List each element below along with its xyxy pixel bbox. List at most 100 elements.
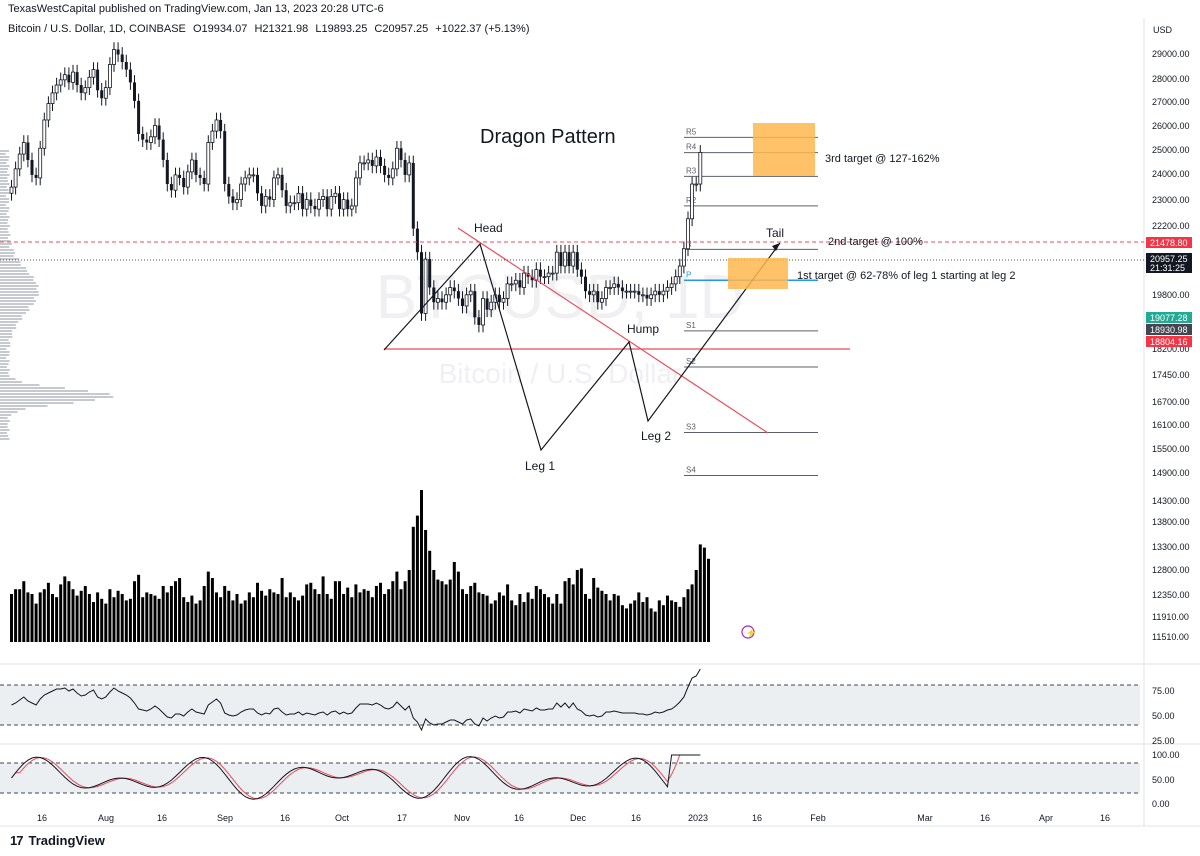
volume-profile-bar xyxy=(0,342,11,344)
label-leg-1: Leg 1 xyxy=(525,459,555,473)
volume-bar xyxy=(567,578,571,642)
volume-bar xyxy=(182,597,186,642)
volume-bar xyxy=(506,584,510,642)
candle-up xyxy=(362,162,367,165)
volume-profile-bar xyxy=(0,237,8,239)
candle-up xyxy=(632,290,637,293)
candle-down xyxy=(227,184,231,197)
candle-up xyxy=(546,272,551,278)
volume-bar xyxy=(661,605,665,642)
volume-bar xyxy=(428,550,432,642)
candle-up xyxy=(690,183,694,220)
volume-bar xyxy=(432,570,436,642)
time-tick-label: Aug xyxy=(98,813,114,823)
pivot-label: S1 xyxy=(686,321,696,330)
volume-profile-bar xyxy=(0,201,9,203)
volume-profile-bar xyxy=(0,438,10,440)
volume-bar xyxy=(604,594,608,642)
candle-down xyxy=(538,269,542,277)
volume-profile-bar xyxy=(0,390,89,392)
volume-profile-bar xyxy=(0,243,12,245)
candle-down xyxy=(559,252,563,267)
candle-up xyxy=(435,298,440,303)
volume-profile-bar xyxy=(0,252,15,254)
candle-down xyxy=(325,196,329,210)
volume-bar xyxy=(407,570,411,642)
label-head: Head xyxy=(474,221,503,235)
candle-down xyxy=(588,291,592,295)
pivot-label: R3 xyxy=(686,166,697,175)
candle-up xyxy=(46,103,51,121)
candle-up xyxy=(42,119,47,149)
ohlc-low: L19893.25 xyxy=(315,23,368,35)
volume-bar xyxy=(399,589,403,642)
price-tick-label: 27000.00 xyxy=(1152,97,1190,107)
candle-up xyxy=(509,283,514,286)
volume-bar xyxy=(161,586,165,642)
candle-down xyxy=(100,90,104,99)
volume-bar xyxy=(411,526,415,642)
candle-down xyxy=(313,205,317,210)
candle-down xyxy=(30,159,34,175)
candle-down xyxy=(34,174,38,178)
price-tick-label: 13300.00 xyxy=(1152,542,1190,552)
candle-up xyxy=(665,287,670,292)
candle-up xyxy=(9,186,14,194)
candle-down xyxy=(485,298,489,310)
volume-profile-bar xyxy=(0,303,34,305)
volume-profile-bar xyxy=(0,432,7,434)
tradingview-brand[interactable]: 17 TradingView xyxy=(10,833,105,848)
volume-bar xyxy=(366,590,370,642)
volume-bar xyxy=(301,595,305,642)
volume-bar xyxy=(202,586,206,642)
volume-bar xyxy=(456,571,460,642)
time-tick-label: 16 xyxy=(514,813,524,823)
ohlc-high: H21321.98 xyxy=(254,23,309,35)
volume-bar xyxy=(71,589,75,642)
ohlc-change: +1022.37 (+5.13%) xyxy=(435,23,530,35)
volume-bar xyxy=(686,589,690,642)
candle-down xyxy=(75,72,79,86)
volume-profile-bar xyxy=(0,360,10,362)
volume-bar xyxy=(116,590,120,642)
volume-bar xyxy=(354,584,358,642)
volume-profile-bar xyxy=(0,366,7,368)
volume-profile-bar xyxy=(0,345,11,347)
candle-up xyxy=(71,71,75,83)
volume-bar xyxy=(370,597,374,642)
volume-profile-bar xyxy=(0,348,7,350)
volume-profile-bar xyxy=(0,324,16,326)
volume-profile-bar xyxy=(0,195,6,197)
volume-bar xyxy=(629,603,633,642)
volume-bar xyxy=(329,598,333,642)
candle-up xyxy=(554,251,559,274)
price-tick-label: 16100.00 xyxy=(1152,420,1190,430)
candle-down xyxy=(165,159,169,185)
symbol-legend: Bitcoin / U.S. Dollar, 1D, COINBASE O199… xyxy=(8,23,533,35)
symbol-name: Bitcoin / U.S. Dollar, 1D, COINBASE xyxy=(8,23,186,35)
candle-up xyxy=(54,84,59,94)
candles xyxy=(9,42,703,333)
volume-profile-bar xyxy=(0,183,10,185)
candle-up xyxy=(206,142,211,185)
volume-bar xyxy=(649,608,653,642)
time-tick-label: 17 xyxy=(397,813,407,823)
volume-profile-bar xyxy=(0,270,28,272)
volume-bar xyxy=(231,600,235,642)
volume-bar xyxy=(210,578,214,642)
ohlc-open: O19934.07 xyxy=(192,23,248,35)
candle-up xyxy=(189,159,194,173)
volume-profile-bar xyxy=(0,372,9,374)
volume-bar xyxy=(522,602,526,642)
price-badge xyxy=(1146,324,1192,335)
volume-profile-bar xyxy=(0,315,22,317)
candle-up xyxy=(407,162,412,176)
volume-bar xyxy=(436,579,440,642)
candle-up xyxy=(591,290,596,296)
volume-profile-bar xyxy=(0,264,21,266)
volume-bar xyxy=(555,594,559,642)
volume-bar xyxy=(124,600,128,642)
volume-profile-bar xyxy=(0,192,10,194)
dragon-pattern-path xyxy=(383,242,781,452)
